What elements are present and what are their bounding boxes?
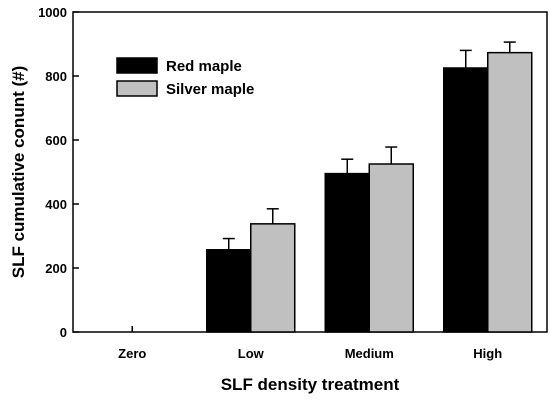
bar-red-maple [324,172,370,333]
bar-red-maple [206,249,252,333]
x-tick-label: High [473,346,502,361]
legend-label-red-maple: Red maple [166,58,242,75]
x-tick-label: Low [238,346,265,361]
y-tick-label: 800 [45,69,67,84]
y-tick-label: 0 [60,325,67,340]
y-tick-label: 400 [45,197,67,212]
bar-silver-maple [487,51,533,333]
plot-area [72,11,548,333]
y-tick-label: 600 [45,133,67,148]
bar-silver-maple [250,223,296,333]
y-tick-label: 200 [45,261,67,276]
x-axis-title: SLF density treatment [221,375,400,394]
legend-swatch-red-maple [116,57,158,74]
plot-frame [72,11,548,333]
error-bars-group [222,41,516,250]
x-axis-ticks: Zero Low Medium High [118,326,502,361]
bars-group [206,51,533,333]
y-axis-title: SLF cumulative conunt (#) [9,66,28,279]
y-axis-ticks: 0 200 400 600 800 1000 [38,5,79,340]
legend-swatch-silver-maple [116,80,158,97]
legend: Red maple Silver maple [116,57,254,98]
x-tick-label: Zero [118,346,146,361]
bar-red-maple [443,67,489,333]
bar-silver-maple [368,163,414,333]
legend-label-silver-maple: Silver maple [166,81,254,98]
x-tick-label: Medium [345,346,394,361]
y-tick-label: 1000 [38,5,67,20]
